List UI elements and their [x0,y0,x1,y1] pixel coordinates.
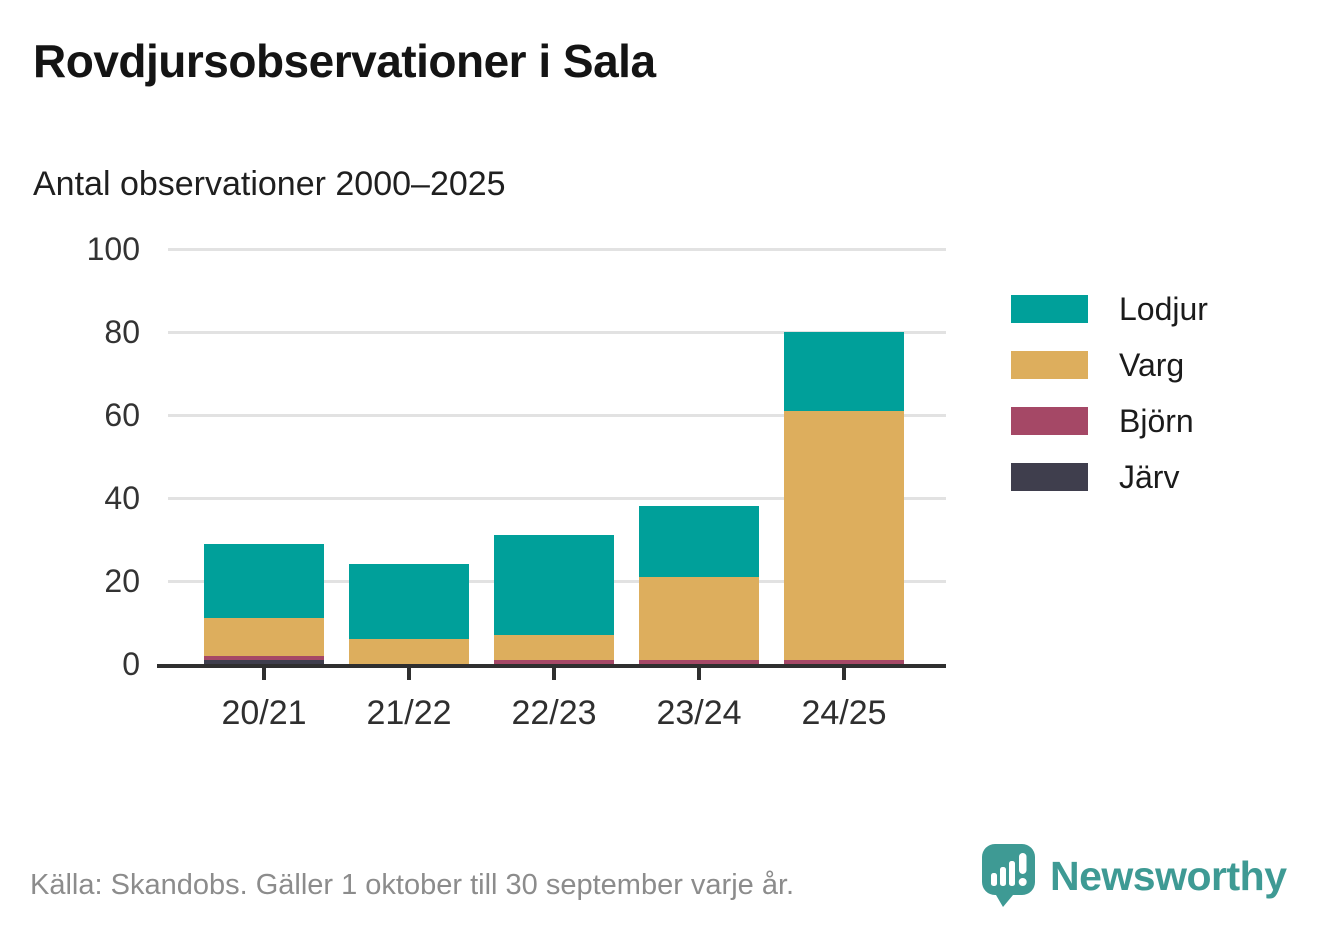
logo-bar-small [991,873,997,886]
bar-22-23-björn [494,659,614,664]
y-tick-label-20: 20 [104,563,140,599]
logo-exclamation-dot [1018,878,1027,886]
y-gridline-80 [168,330,946,334]
x-tick-label-24-25: 24/25 [801,694,887,732]
chart-subtitle: Antal observationer 2000–2025 [33,165,506,203]
x-tick-21-22 [407,668,411,680]
legend-item-järv: Järv [1011,459,1180,495]
legend-item-lodjur: Lodjur [1011,291,1208,327]
y-gridline-100 [168,247,946,251]
bar-23-24-lodjur [639,506,759,577]
bar-24-25-lodjur [784,332,904,411]
legend-label-lodjur: Lodjur [1119,291,1208,327]
legend-swatch-järv [1011,463,1088,491]
newsworthy-wordmark: Newsworthy [1050,853,1287,899]
x-axis-line [157,664,946,668]
y-tick-label-0: 0 [122,646,140,682]
x-tick-label-23-24: 23/24 [656,694,742,732]
bar-23-24-björn [639,659,759,664]
legend-swatch-björn [1011,407,1088,435]
x-tick-label-21-22: 21/22 [366,694,452,732]
bar-20-21-lodjur [204,543,324,619]
x-tick-24-25 [842,668,846,680]
logo-exclamation-bar [1019,853,1027,874]
bar-21-22-lodjur [349,564,469,640]
y-gridline-40 [168,496,946,500]
y-tick-label-100: 100 [86,231,140,267]
bar-22-23-varg [494,634,614,660]
y-tick-label-40: 40 [104,480,140,516]
legend-swatch-varg [1011,351,1088,379]
legend-item-björn: Björn [1011,403,1194,439]
x-tick-label-22-23: 22/23 [511,694,597,732]
y-gridline-60 [168,413,946,417]
x-tick-label-20-21: 20/21 [221,694,307,732]
legend-label-varg: Varg [1119,347,1185,383]
x-tick-23-24 [697,668,701,680]
logo-bar-medium [1000,867,1006,886]
newsworthy-logo-icon [982,844,1035,907]
bar-20-21-björn [204,655,324,660]
legend-label-järv: Järv [1119,459,1180,495]
bar-24-25-varg [784,410,904,660]
bar-20-21-järv [204,659,324,664]
chart-title: Rovdjursobservationer i Sala [33,35,656,87]
bar-24-25-björn [784,659,904,664]
bar-23-24-varg [639,576,759,660]
bar-20-21-varg [204,618,324,656]
source-note: Källa: Skandobs. Gäller 1 oktober till 3… [30,869,795,901]
logo-bar-large [1009,861,1015,886]
legend-item-varg: Varg [1011,347,1185,383]
x-tick-22-23 [552,668,556,680]
y-tick-label-80: 80 [104,314,140,350]
y-tick-label-60: 60 [104,397,140,433]
bar-21-22-varg [349,639,469,664]
bar-22-23-lodjur [494,535,614,635]
x-tick-20-21 [262,668,266,680]
legend-swatch-lodjur [1011,295,1088,323]
legend-label-björn: Björn [1119,403,1194,439]
